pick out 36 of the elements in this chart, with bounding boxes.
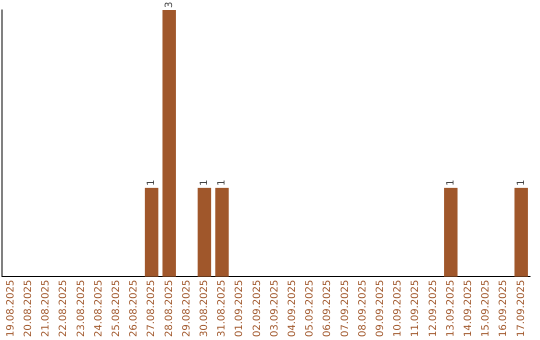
x-tick-label: 08.09.2025 xyxy=(357,280,368,338)
x-tick-label: 22.08.2025 xyxy=(58,280,70,338)
x-tick-label: 14.09.2025 xyxy=(462,280,474,338)
data-label: 1 xyxy=(445,179,456,186)
data-label: 3 xyxy=(164,2,175,8)
x-tick-label: 26.08.2025 xyxy=(128,280,140,338)
data-label: 1 xyxy=(146,179,158,186)
x-tick-label: 30.08.2025 xyxy=(198,280,210,338)
x-tick-label: 01.09.2025 xyxy=(234,280,246,338)
x-tick-label: 24.08.2025 xyxy=(93,280,104,338)
x-tick-label: 29.08.2025 xyxy=(181,280,192,338)
x-tick-label: 19.08.2025 xyxy=(5,280,16,338)
data-label: 1 xyxy=(516,179,527,186)
x-tick-label: 15.09.2025 xyxy=(480,280,492,338)
x-tick-label: 04.09.2025 xyxy=(286,280,298,338)
data-label: 1 xyxy=(216,179,228,186)
x-tick-label: 27.08.2025 xyxy=(146,280,158,338)
x-tick-label: 17.09.2025 xyxy=(516,280,527,338)
x-tick-label: 28.08.2025 xyxy=(164,280,175,338)
x-tick-label: 20.08.2025 xyxy=(22,280,34,338)
x-tick-label: 02.09.2025 xyxy=(252,280,263,338)
x-tick-label: 31.08.2025 xyxy=(216,280,228,338)
x-tick-label: 21.08.2025 xyxy=(40,280,52,338)
x-tick-label: 25.08.2025 xyxy=(110,280,122,338)
x-tick-label: 06.09.2025 xyxy=(322,280,334,338)
x-tick-label: 13.09.2025 xyxy=(445,280,456,338)
x-tick-label: 23.08.2025 xyxy=(76,280,87,338)
x-tick-label: 11.09.2025 xyxy=(410,280,422,338)
x-tick-label: 16.09.2025 xyxy=(498,280,510,338)
x-tick-label: 12.09.2025 xyxy=(428,280,439,338)
x-tick-label: 07.09.2025 xyxy=(340,280,351,338)
x-tick-label: 09.09.2025 xyxy=(374,280,386,338)
x-tick-label: 05.09.2025 xyxy=(304,280,316,338)
x-tick-label: 10.09.2025 xyxy=(392,280,404,338)
data-label: 1 xyxy=(198,179,210,186)
x-tick-label: 03.09.2025 xyxy=(269,280,280,338)
